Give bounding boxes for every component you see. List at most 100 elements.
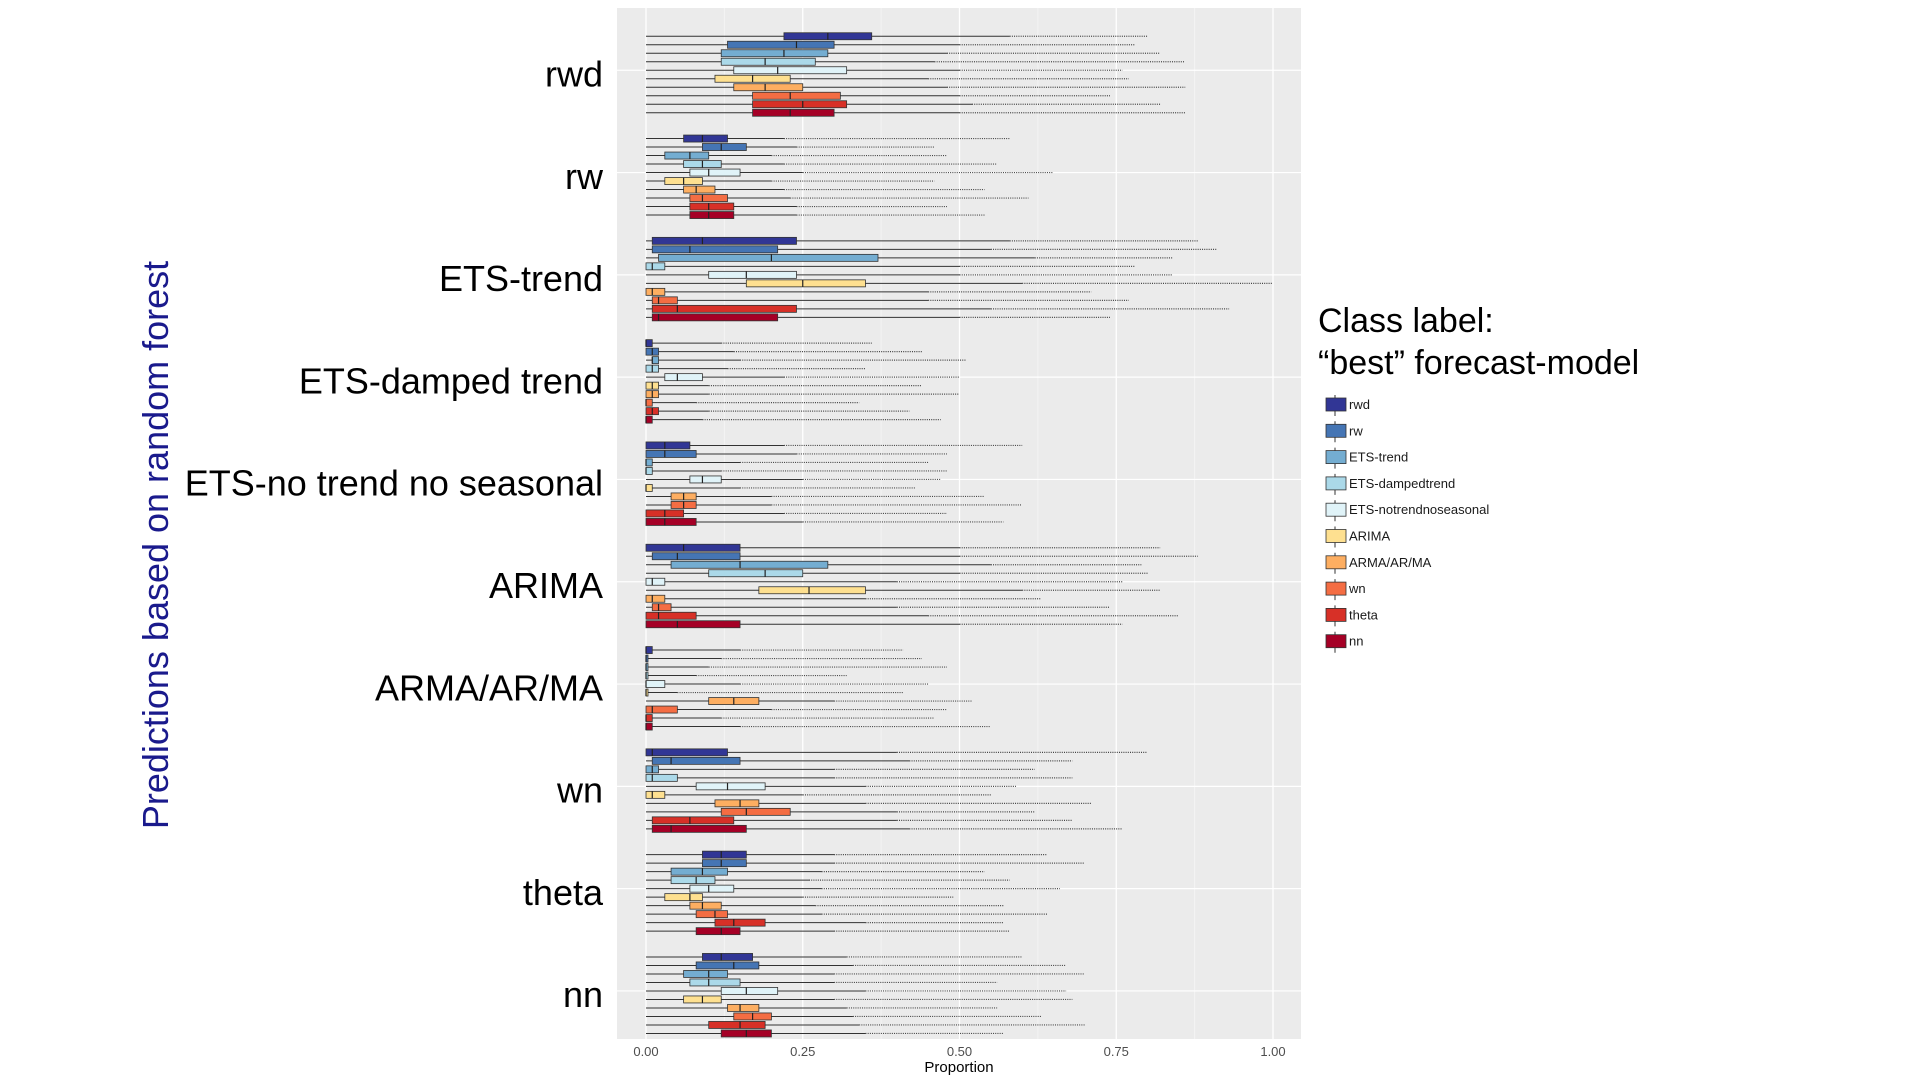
legend-label: wn (1348, 581, 1366, 596)
boxplot-rw (646, 143, 935, 151)
x-tick-labels: 0.00 0.25 0.50 0.75 1.00 (633, 1044, 1285, 1059)
boxplot-arima (646, 279, 1273, 288)
boxplot-ets-dampedtrend (645, 671, 847, 680)
boxplot-ets-notrendnoseasonal (646, 475, 941, 484)
box (708, 270, 797, 279)
box (695, 927, 741, 936)
boxplot-ets-trend (646, 867, 985, 876)
legend-item: nn (1325, 631, 1363, 653)
box (651, 296, 678, 305)
legend-swatch (1325, 476, 1347, 491)
boxplot-theta (645, 714, 935, 722)
group-label: rw (565, 156, 604, 197)
boxplot-rw (646, 245, 1217, 254)
legend-label: rw (1349, 423, 1363, 438)
box (645, 543, 741, 552)
boxplot-theta (646, 918, 1004, 927)
box (683, 185, 716, 194)
box (651, 236, 797, 245)
box (645, 611, 697, 620)
box (645, 748, 728, 757)
box (670, 867, 728, 876)
group-label: nn (563, 974, 603, 1015)
boxplot-nn (646, 108, 1186, 117)
legend-swatch (1325, 634, 1347, 649)
boxplot-ets-dampedtrend (645, 773, 1073, 782)
box (670, 876, 716, 885)
boxplot-theta (646, 100, 1161, 109)
boxplot-rwd (646, 953, 1023, 961)
box (758, 586, 866, 595)
boxplot-nn (645, 722, 991, 731)
box (752, 100, 848, 109)
boxplot-arima (646, 893, 954, 902)
box (708, 1021, 766, 1029)
legend-swatch (1325, 555, 1347, 570)
boxplot-arima (646, 74, 1129, 83)
boxplot-rwd (646, 32, 1148, 41)
box (702, 953, 753, 961)
box (720, 807, 791, 816)
boxplot-arma-ar-ma (646, 83, 1186, 92)
box (651, 313, 779, 322)
box (645, 441, 691, 450)
box (689, 884, 735, 893)
box (651, 824, 747, 833)
boxplot-ets-dampedtrend (646, 57, 1186, 66)
legend-swatch (1325, 397, 1347, 412)
legend-label: theta (1349, 607, 1379, 622)
group-label: ETS-no trend no seasonal (185, 463, 603, 504)
box (645, 714, 653, 722)
group-label: ARMA/AR/MA (375, 667, 603, 708)
boxplot-rw (646, 552, 1198, 561)
box (708, 569, 804, 578)
box (702, 143, 747, 151)
boxplot-rw (646, 859, 1085, 868)
legend-label: ETS-notrendnoseasonal (1349, 502, 1489, 517)
x-tick-label: 1.00 (1260, 1044, 1285, 1059)
box (645, 705, 678, 714)
boxplot-nn (646, 313, 1110, 322)
x-axis-title: Proportion (924, 1059, 993, 1076)
box (727, 1004, 760, 1012)
boxplot-arima (646, 177, 935, 185)
boxplot-ets-dampedtrend (645, 467, 947, 475)
legend-item: ETS-trend (1325, 447, 1408, 469)
boxplot-wn (646, 501, 1023, 509)
box (689, 475, 722, 484)
boxplot-wn (646, 910, 1048, 919)
legend-item: ARMA/AR/MA (1325, 552, 1432, 574)
boxplot-ets-trend (645, 663, 947, 671)
box (651, 816, 735, 825)
boxplot-arima (645, 688, 904, 697)
box (733, 66, 848, 75)
boxplot-ets-trend (646, 151, 947, 160)
boxplot-wn (646, 1012, 1042, 1021)
group-labels: rwd rw ETS-trend ETS-damped trend ETS-no tre… (185, 54, 604, 1016)
box (645, 790, 666, 799)
boxplot-ets-trend (646, 49, 1161, 58)
box (645, 287, 666, 296)
boxplot-rwd (645, 543, 1161, 552)
boxplot-nn (646, 1029, 1004, 1038)
box (651, 356, 659, 365)
box (645, 646, 653, 654)
boxplot-theta (645, 407, 910, 416)
group-label: rwd (545, 54, 603, 95)
box (651, 603, 672, 612)
box (695, 782, 766, 791)
boxplot-nn (646, 927, 1010, 936)
box (720, 57, 816, 66)
boxplot-rwd (645, 748, 1148, 757)
boxplot-ets-trend (645, 458, 929, 467)
boxplot-arma-ar-ma (646, 185, 985, 194)
boxplot-rw (646, 756, 1073, 765)
box (645, 773, 678, 782)
x-tick-label: 0.50 (947, 1044, 972, 1059)
boxplot-nn (646, 211, 985, 219)
x-tick-label: 0.00 (633, 1044, 658, 1059)
boxplot-arima (646, 586, 1161, 595)
boxplot-rwd (646, 134, 1010, 143)
boxplot-rwd (646, 850, 1048, 859)
legend-label: ETS-dampedtrend (1349, 476, 1455, 491)
